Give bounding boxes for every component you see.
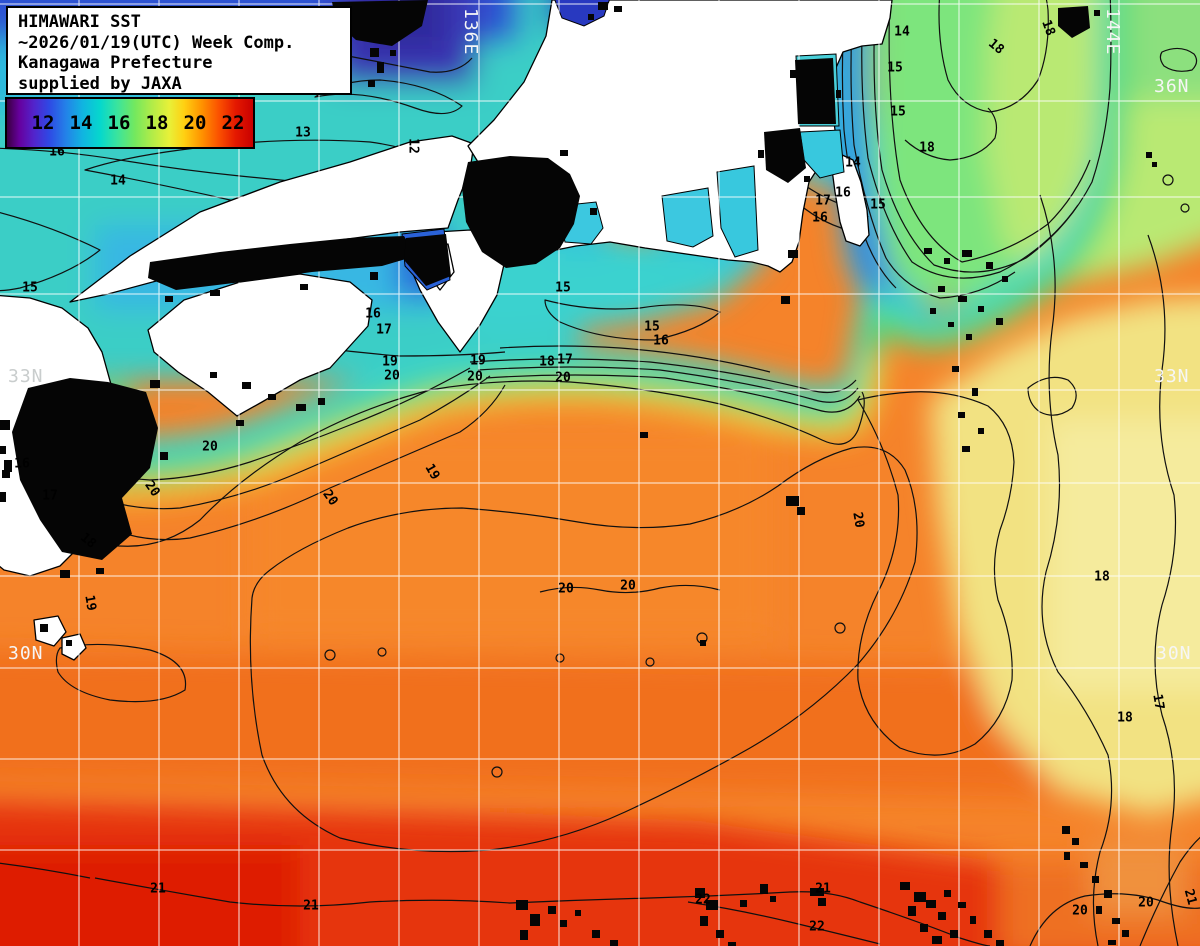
title-line-source: supplied by JAXA	[18, 73, 182, 94]
legend-value-22: 22	[221, 112, 245, 134]
legend-value-20: 20	[183, 112, 207, 134]
legend-value-14: 14	[69, 112, 93, 134]
temperature-scale-legend: 12 14 16 18 20 22	[5, 97, 255, 149]
cloud-mask	[0, 0, 1157, 946]
title-line-date: ~2026/01/19(UTC) Week Comp.	[18, 32, 295, 53]
legend-value-18: 18	[145, 112, 169, 134]
legend-value-12: 12	[31, 112, 55, 134]
title-line-region: Kanagawa Prefecture	[18, 53, 213, 73]
title-box: HIMAWARI SST ~2026/01/19(UTC) Week Comp.…	[6, 6, 352, 95]
land-islets	[33, 615, 67, 647]
legend-value-16: 16	[107, 112, 131, 134]
title-line-product: HIMAWARI SST	[18, 12, 141, 32]
